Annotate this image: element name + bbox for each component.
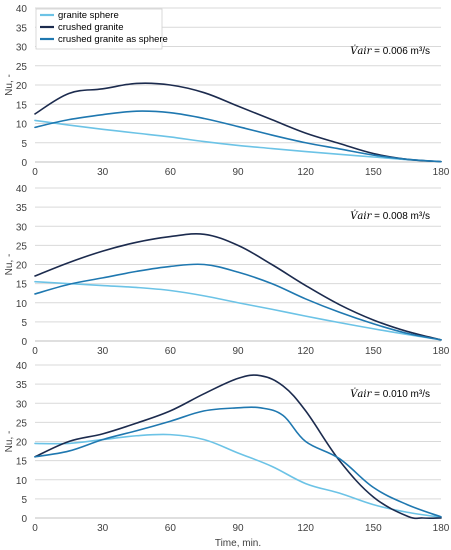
y-tick-label: 0 xyxy=(21,514,27,525)
x-tick-label: 0 xyxy=(32,346,38,357)
legend-entry: crushed granite xyxy=(58,22,123,33)
x-tick-label: 150 xyxy=(365,523,382,534)
series-line-crushed-granite xyxy=(34,82,442,163)
y-tick-label: 30 xyxy=(16,399,28,410)
x-tick-label: 150 xyxy=(365,346,382,357)
y-tick-label: 10 xyxy=(16,476,28,487)
airflow-annotation: V̇air = 0.010 m³/s xyxy=(350,388,430,400)
x-tick-label: 150 xyxy=(365,167,382,178)
y-tick-label: 0 xyxy=(21,158,27,169)
airflow-value: = 0.008 m³/s xyxy=(371,211,430,222)
y-tick-label: 35 xyxy=(16,23,28,34)
legend-entry: granite sphere xyxy=(58,10,119,21)
x-tick-label: 30 xyxy=(97,523,109,534)
x-tick-label: 60 xyxy=(165,346,177,357)
y-tick-label: 10 xyxy=(16,299,28,310)
airflow-symbol: V̇air xyxy=(350,210,372,222)
airflow-annotation: V̇air = 0.008 m³/s xyxy=(350,210,430,222)
airflow-symbol: V̇air xyxy=(350,388,372,400)
x-tick-label: 90 xyxy=(232,167,244,178)
y-tick-label: 15 xyxy=(16,100,28,111)
y-axis-label: Nu, - xyxy=(4,74,15,96)
series-line-crushed-granite xyxy=(34,232,442,341)
x-tick-label: 0 xyxy=(32,167,38,178)
x-tick-label: 90 xyxy=(232,523,244,534)
y-tick-label: 40 xyxy=(16,184,28,195)
series-line-crushed-granite-as-sphere xyxy=(34,406,442,518)
x-tick-label: 120 xyxy=(297,167,314,178)
series-line-granite-sphere xyxy=(34,433,442,519)
x-tick-label: 180 xyxy=(433,167,450,178)
airflow-value: = 0.010 m³/s xyxy=(371,389,430,400)
series-line-granite-sphere xyxy=(34,119,442,163)
y-tick-label: 15 xyxy=(16,280,28,291)
y-tick-label: 5 xyxy=(21,139,27,150)
airflow-annotation: V̇air = 0.006 m³/s xyxy=(350,45,430,57)
y-tick-label: 5 xyxy=(21,495,27,506)
y-tick-label: 35 xyxy=(16,380,28,391)
chart-panel-1: 0 5 10 15 20 25 30 35 40 0 30 60 90 120 150 180 Nu, - V̇a… xyxy=(4,4,450,178)
series-line-crushed-granite xyxy=(34,374,442,520)
x-tick-label: 30 xyxy=(97,346,109,357)
y-tick-label: 40 xyxy=(16,361,28,372)
y-tick-label: 20 xyxy=(16,261,28,272)
x-axis-label: Time, min. xyxy=(215,538,261,549)
airflow-value: = 0.006 m³/s xyxy=(371,46,430,57)
series-line-granite-sphere xyxy=(34,280,442,341)
y-tick-label: 25 xyxy=(16,418,28,429)
y-tick-label: 5 xyxy=(21,318,27,329)
y-tick-label: 30 xyxy=(16,222,28,233)
series-line-crushed-granite-as-sphere xyxy=(34,110,442,163)
y-tick-label: 20 xyxy=(16,438,28,449)
x-tick-label: 120 xyxy=(297,346,314,357)
y-tick-label: 10 xyxy=(16,120,28,131)
airflow-symbol: V̇air xyxy=(350,45,372,57)
chart-panel-3: 0 5 10 15 20 25 30 35 40 0 30 60 90 120 150 180 Nu, - Tim… xyxy=(4,361,450,549)
x-tick-label: 60 xyxy=(165,523,177,534)
y-tick-label: 25 xyxy=(16,241,28,252)
x-tick-label: 180 xyxy=(433,523,450,534)
y-axis-label: Nu, - xyxy=(4,431,15,453)
legend-box xyxy=(35,8,163,50)
y-tick-label: 35 xyxy=(16,203,28,214)
series-line-crushed-granite-as-sphere xyxy=(34,263,442,341)
y-tick-label: 30 xyxy=(16,43,28,54)
y-tick-label: 0 xyxy=(21,337,27,348)
x-tick-label: 90 xyxy=(232,346,244,357)
x-tick-label: 60 xyxy=(165,167,177,178)
y-tick-label: 40 xyxy=(16,4,28,15)
x-tick-label: 120 xyxy=(297,523,314,534)
y-tick-label: 20 xyxy=(16,81,28,92)
chart-panel-2: 0 5 10 15 20 25 30 35 40 0 30 60 90 120 150 180 Nu, - V̇a… xyxy=(4,184,450,357)
y-axis-label: Nu, - xyxy=(4,254,15,276)
legend-entry: crushed granite as sphere xyxy=(58,34,168,45)
y-tick-label: 25 xyxy=(16,62,28,73)
x-tick-label: 30 xyxy=(97,167,109,178)
y-tick-label: 15 xyxy=(16,457,28,468)
x-tick-label: 0 xyxy=(32,523,38,534)
x-tick-label: 180 xyxy=(433,346,450,357)
